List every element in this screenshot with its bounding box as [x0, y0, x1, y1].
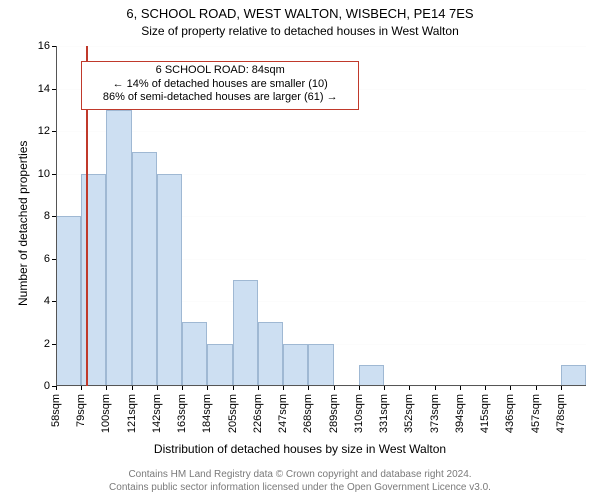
x-tick-label: 415sqm: [479, 394, 491, 433]
footer-line-1: Contains HM Land Registry data © Crown c…: [0, 468, 600, 481]
x-tick-mark: [157, 386, 158, 390]
x-tick-label: 79sqm: [75, 394, 87, 427]
x-tick-mark: [207, 386, 208, 390]
x-tick-mark: [359, 386, 360, 390]
x-tick-label: 457sqm: [530, 394, 542, 433]
x-tick-label: 121sqm: [126, 394, 138, 433]
y-tick-label: 0: [44, 380, 50, 392]
histogram-bar: [359, 365, 384, 386]
x-tick-mark: [56, 386, 57, 390]
x-tick-mark: [510, 386, 511, 390]
title-line-2: Size of property relative to detached ho…: [141, 24, 459, 38]
histogram-bar: [132, 152, 157, 386]
annotation-line-2: ← 14% of detached houses are smaller (10…: [86, 78, 354, 92]
x-tick-label: 142sqm: [151, 394, 163, 433]
y-tick-label: 14: [38, 83, 50, 95]
chart-subtitle: Size of property relative to detached ho…: [0, 24, 600, 38]
x-tick-mark: [536, 386, 537, 390]
title-line-1: 6, SCHOOL ROAD, WEST WALTON, WISBECH, PE…: [126, 6, 473, 21]
x-tick-mark: [460, 386, 461, 390]
x-tick-mark: [81, 386, 82, 390]
x-tick-mark: [283, 386, 284, 390]
x-tick-label: 58sqm: [50, 394, 62, 427]
histogram-bar: [106, 110, 131, 386]
x-tick-mark: [561, 386, 562, 390]
y-tick-label: 8: [44, 210, 50, 222]
x-tick-label: 331sqm: [378, 394, 390, 433]
x-tick-mark: [334, 386, 335, 390]
gridline: [56, 386, 586, 387]
x-tick-label: 310sqm: [353, 394, 365, 433]
histogram-bar: [207, 344, 232, 387]
histogram-bar: [56, 216, 81, 386]
x-tick-label: 226sqm: [252, 394, 264, 433]
y-tick-label: 6: [44, 253, 50, 265]
x-tick-mark: [106, 386, 107, 390]
histogram-bar: [258, 322, 283, 386]
x-tick-mark: [384, 386, 385, 390]
x-tick-label: 352sqm: [403, 394, 415, 433]
y-tick-label: 4: [44, 295, 50, 307]
x-tick-label: 205sqm: [227, 394, 239, 433]
y-tick-label: 16: [38, 40, 50, 52]
annotation-line-1: 6 SCHOOL ROAD: 84sqm: [86, 64, 354, 78]
x-tick-label: 394sqm: [454, 394, 466, 433]
x-tick-label: 184sqm: [201, 394, 213, 433]
x-tick-mark: [435, 386, 436, 390]
x-tick-label: 163sqm: [176, 394, 188, 433]
footer-attribution: Contains HM Land Registry data © Crown c…: [0, 468, 600, 494]
footer-line-2: Contains public sector information licen…: [0, 481, 600, 494]
y-tick-label: 2: [44, 338, 50, 350]
x-tick-mark: [308, 386, 309, 390]
histogram-bar: [233, 280, 258, 386]
y-tick-label: 12: [38, 125, 50, 137]
x-tick-label: 100sqm: [100, 394, 112, 433]
gridline: [56, 46, 586, 47]
x-tick-mark: [182, 386, 183, 390]
annotation-line-3: 86% of semi-detached houses are larger (…: [86, 91, 354, 105]
x-tick-label: 478sqm: [555, 394, 567, 433]
x-tick-mark: [485, 386, 486, 390]
x-tick-label: 268sqm: [302, 394, 314, 433]
y-axis-line: [56, 46, 57, 386]
x-tick-mark: [409, 386, 410, 390]
histogram-bar: [283, 344, 308, 387]
annotation-box: 6 SCHOOL ROAD: 84sqm← 14% of detached ho…: [81, 61, 359, 110]
histogram-bar: [182, 322, 207, 386]
plot-area: 024681012141658sqm79sqm100sqm121sqm142sq…: [56, 46, 586, 386]
x-tick-label: 247sqm: [277, 394, 289, 433]
x-tick-label: 436sqm: [504, 394, 516, 433]
histogram-bar: [81, 174, 106, 387]
chart-title: 6, SCHOOL ROAD, WEST WALTON, WISBECH, PE…: [0, 6, 600, 21]
histogram-bar: [308, 344, 333, 387]
y-axis-label: Number of detached properties: [16, 141, 30, 306]
x-tick-mark: [233, 386, 234, 390]
x-tick-mark: [132, 386, 133, 390]
x-tick-label: 289sqm: [328, 394, 340, 433]
x-tick-label: 373sqm: [429, 394, 441, 433]
y-tick-label: 10: [38, 168, 50, 180]
x-axis-label: Distribution of detached houses by size …: [0, 442, 600, 456]
gridline: [56, 131, 586, 132]
x-tick-mark: [258, 386, 259, 390]
histogram-bar: [157, 174, 182, 387]
histogram-bar: [561, 365, 586, 386]
x-axis-line: [56, 385, 586, 386]
chart-container: 6, SCHOOL ROAD, WEST WALTON, WISBECH, PE…: [0, 0, 600, 500]
